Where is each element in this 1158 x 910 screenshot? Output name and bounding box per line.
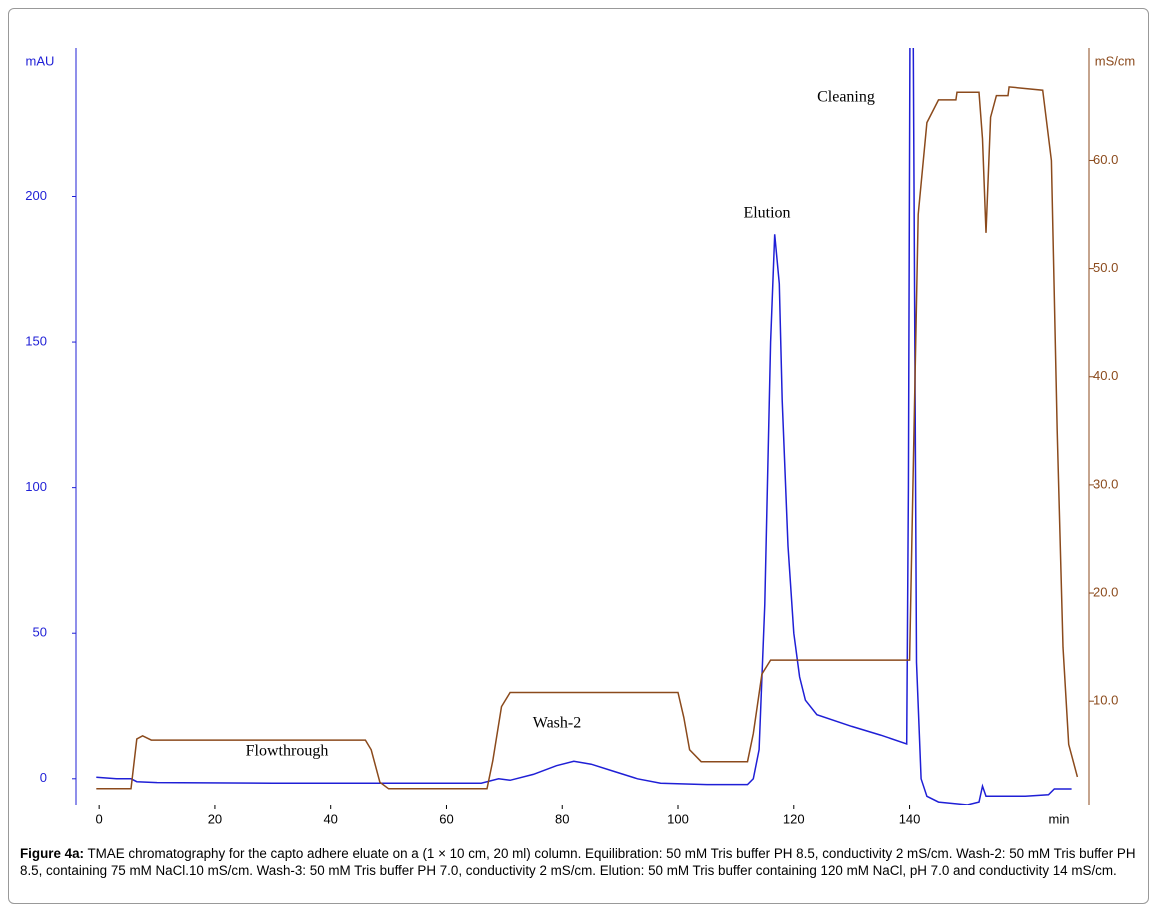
x-tick-label: 80 xyxy=(555,811,569,826)
chart: mAU mS/cm min 05010015020010.020.030.040… xyxy=(25,48,1135,826)
x-tick-label: 60 xyxy=(439,811,453,826)
x-axis-label: min xyxy=(1049,811,1070,826)
y2-tick-label: 20.0 xyxy=(1093,584,1118,599)
annotation: Elution xyxy=(743,205,790,222)
y-tick-label: 150 xyxy=(25,334,47,349)
y2-tick-label: 40.0 xyxy=(1093,368,1118,383)
x-tick-label: 20 xyxy=(208,811,222,826)
annotation: Wash-2 xyxy=(533,715,581,732)
y-tick-label: 0 xyxy=(40,770,47,785)
x-tick-label: 0 xyxy=(96,811,103,826)
y-tick-label: 200 xyxy=(25,188,47,203)
y-tick-label: 100 xyxy=(25,479,47,494)
x-tick-label: 100 xyxy=(667,811,689,826)
y2-axis-label: mS/cm xyxy=(1095,53,1135,68)
y-axis-label: mAU xyxy=(26,53,55,68)
annotation: Cleaning xyxy=(817,89,875,106)
y-tick-label: 50 xyxy=(33,625,47,640)
x-tick-label: 140 xyxy=(899,811,921,826)
uv-line xyxy=(96,48,1072,805)
y2-tick-label: 30.0 xyxy=(1093,476,1118,491)
x-tick-label: 120 xyxy=(783,811,805,826)
figure-frame xyxy=(8,8,1149,904)
annotation: Flowthrough xyxy=(246,743,329,760)
y2-tick-label: 10.0 xyxy=(1093,693,1118,708)
y2-tick-label: 50.0 xyxy=(1093,260,1118,275)
caption: Figure 4a: TMAE chromatography for the c… xyxy=(20,846,1136,878)
conductivity-line xyxy=(96,86,1079,790)
y2-tick-label: 60.0 xyxy=(1093,152,1118,167)
x-tick-label: 40 xyxy=(323,811,337,826)
